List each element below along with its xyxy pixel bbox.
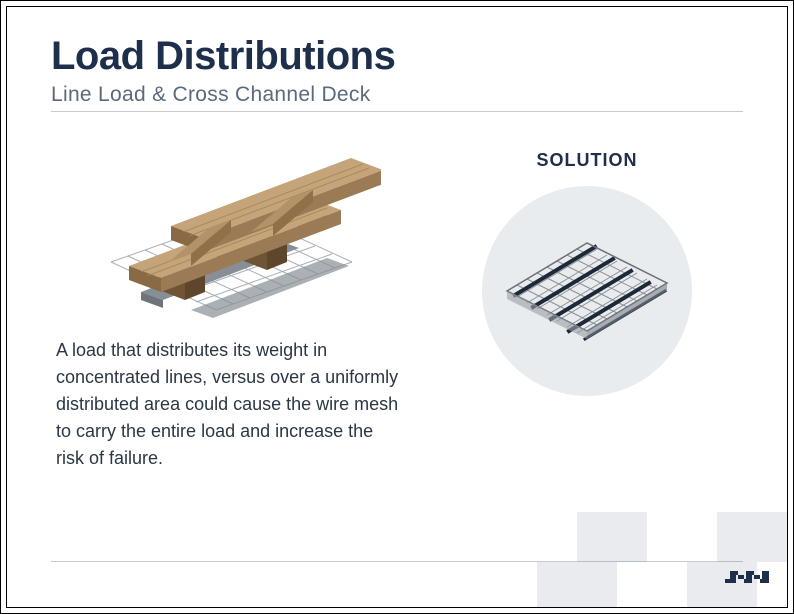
outer-frame: Load Distributions Line Load & Cross Cha… [0, 0, 794, 614]
page-subtitle: Line Load & Cross Channel Deck [51, 83, 743, 107]
solution-circle [482, 186, 692, 396]
pallet-on-deck-illustration [81, 132, 381, 322]
cross-channel-deck-icon [487, 221, 687, 361]
slide-frame: Load Distributions Line Load & Cross Cha… [6, 6, 788, 608]
left-column: A load that distributes its weight in co… [51, 132, 411, 472]
divider-top [51, 111, 743, 112]
solution-label: SOLUTION [537, 150, 638, 171]
right-column: SOLUTION [431, 132, 743, 396]
content-row: A load that distributes its weight in co… [51, 132, 743, 472]
page-title: Load Distributions [51, 35, 743, 77]
divider-bottom [51, 561, 743, 562]
description-text: A load that distributes its weight in co… [51, 337, 411, 472]
brand-logo-icon [725, 563, 769, 592]
